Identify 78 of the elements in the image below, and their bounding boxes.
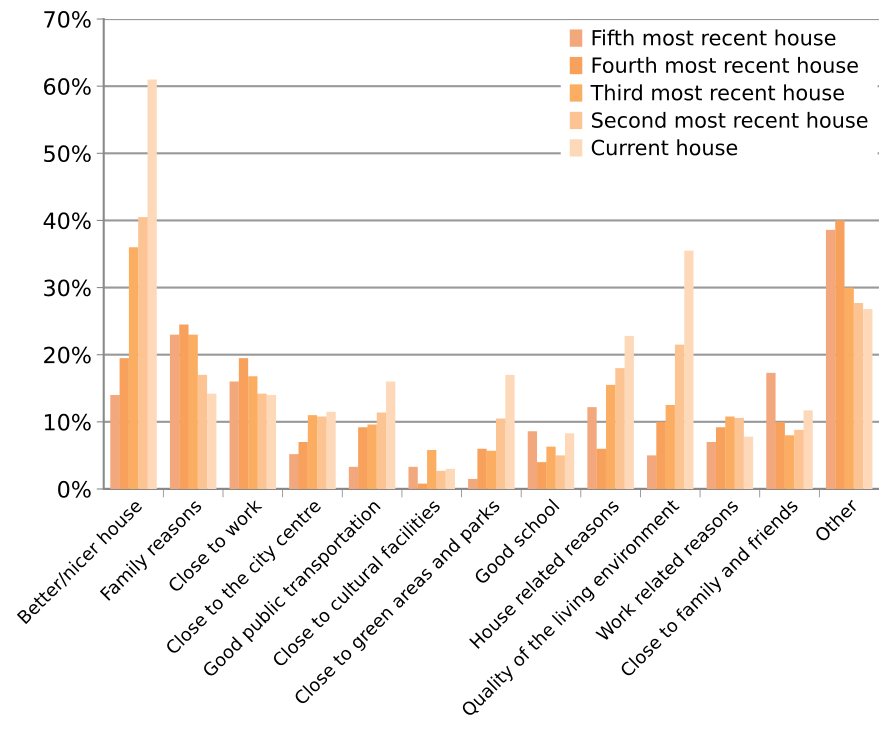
y-tick-label: 0% [58,480,91,498]
y-tick-label: 30% [44,280,91,296]
bar [587,407,597,489]
bar [794,430,804,489]
bar [446,468,455,489]
bar [564,433,574,489]
bar [656,422,666,489]
bar [207,394,216,489]
legend-label: Third most recent house [590,84,844,100]
legend-label: Second most recent house [592,112,868,128]
bar [776,422,785,489]
bar [128,247,138,489]
bar [317,416,326,489]
bar [188,334,198,489]
bar [596,448,606,489]
bar [674,344,684,489]
bar [826,230,836,489]
bar [804,410,813,489]
bar [120,358,129,489]
y-tick-label: 20% [44,346,91,364]
bar [170,334,180,489]
bar [230,382,239,489]
bar [716,427,726,489]
bar [468,478,478,489]
y-tick-label: 50% [44,145,91,162]
bar [358,427,368,489]
bar [496,418,506,489]
y-tick-label: 10% [44,414,91,431]
bar [408,466,418,489]
bar [528,431,538,489]
y-tick-label: 40% [44,212,91,230]
bar [326,412,336,489]
bar [537,462,546,489]
bar [734,418,744,489]
bar [486,450,496,489]
y-tick-label: 70% [44,10,91,28]
bar [706,442,716,489]
bar [647,455,656,489]
bar [624,336,634,489]
bar [766,372,776,489]
bar [308,415,318,489]
bar [666,405,675,489]
legend-label: Fifth most recent house [592,29,836,46]
bar [348,466,358,489]
bar [436,470,446,489]
bar [289,454,298,489]
bar [844,288,854,489]
bar [138,217,148,489]
bar [238,358,248,489]
bar [556,455,565,489]
bar [477,448,487,489]
bar [684,250,694,489]
bar [606,384,616,489]
bar [427,450,436,489]
bar [110,394,120,489]
bar [147,79,157,489]
bar [386,382,396,489]
legend-label: Current house [592,139,738,156]
bar [725,416,735,489]
bar [248,376,258,489]
bar [835,220,845,489]
bar [266,394,276,489]
bar [744,436,754,489]
bar [784,435,794,489]
bar [298,442,308,489]
bar [615,368,625,489]
bar [257,394,267,489]
bar [505,374,515,489]
bar [198,374,208,489]
bar [546,446,556,489]
y-tick-label: 60% [44,78,91,95]
bar [376,412,386,489]
bar [854,303,864,489]
bar [418,484,428,489]
bar [367,424,377,489]
bar [863,309,872,489]
legend-label: Fourth most recent house [592,56,858,74]
bar [179,324,189,489]
